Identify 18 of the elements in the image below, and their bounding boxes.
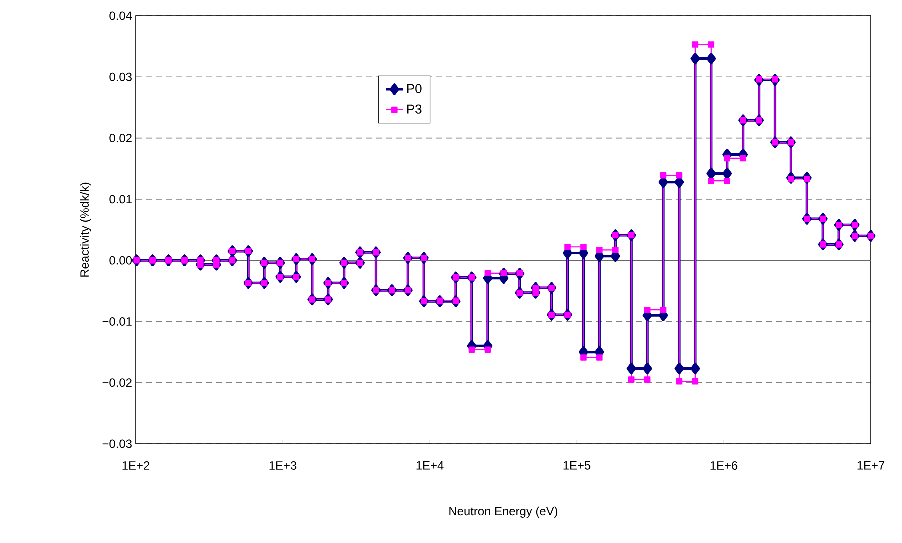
y-tick-label: 0.01 bbox=[110, 195, 132, 204]
y-tick-label: 0.00 bbox=[110, 256, 132, 265]
x-tick-label: 1E+6 bbox=[710, 462, 738, 470]
y-tick-label: 0.04 bbox=[110, 12, 132, 20]
x-tick-label: 1E+7 bbox=[858, 462, 885, 470]
y-tick-label: 0.02 bbox=[110, 134, 132, 143]
x-axis-title: Neutron Energy (eV) bbox=[450, 506, 558, 518]
x-tick-label: 1E+2 bbox=[122, 462, 150, 470]
y-tick-label: −0.02 bbox=[102, 378, 132, 388]
y-axis-title: Reactivity (%dk/k) bbox=[80, 182, 92, 277]
x-tick-label: 1E+4 bbox=[416, 462, 444, 470]
legend-label: P3 bbox=[408, 104, 422, 114]
legend-label: P0 bbox=[408, 84, 422, 94]
x-tick-label: 1E+5 bbox=[564, 462, 591, 470]
x-tick-label: 1E+3 bbox=[270, 462, 297, 470]
y-tick-label: −0.01 bbox=[102, 317, 132, 326]
y-tick-label: 0.03 bbox=[110, 72, 132, 82]
y-tick-label: −0.03 bbox=[102, 440, 132, 448]
